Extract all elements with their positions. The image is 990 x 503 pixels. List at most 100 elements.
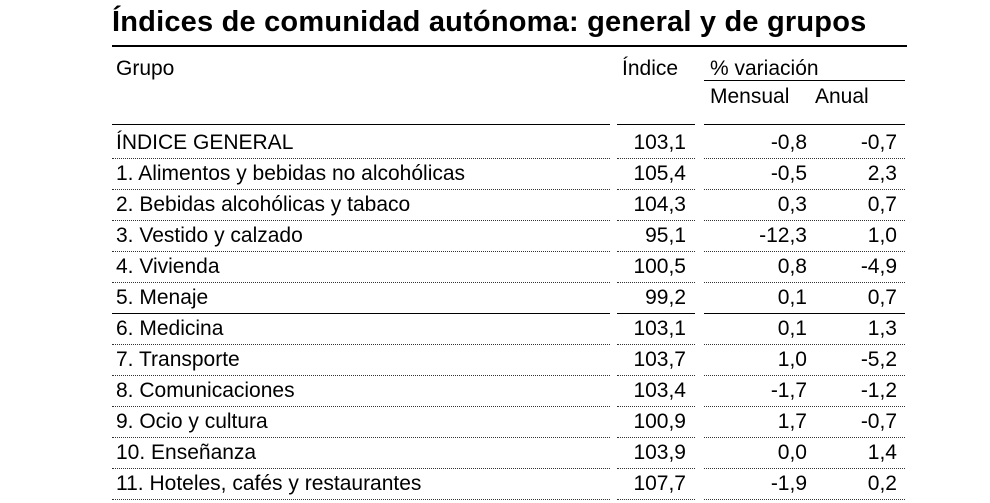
row-monthly: 1,0 (777, 348, 807, 371)
row-separator (617, 468, 695, 469)
row-monthly: -1,7 (770, 379, 807, 402)
row-monthly: -0,8 (770, 131, 807, 154)
row-annual: -0,7 (860, 410, 897, 433)
row-annual: -1,2 (860, 379, 897, 402)
row-index: 95,1 (645, 224, 686, 247)
row-monthly: 0,3 (777, 193, 807, 216)
row-separator (112, 189, 610, 190)
header-monthly: Mensual (710, 85, 790, 108)
row-annual: 1,0 (867, 224, 897, 247)
table-row: 9. Ocio y cultura 100,9 1,7 -0,7 (0, 410, 990, 441)
header-rule-group (112, 124, 610, 125)
row-index: 103,1 (633, 131, 686, 154)
row-name: 3. Vestido y calzado (116, 224, 303, 247)
row-index: 104,3 (633, 193, 686, 216)
table-row: 1. Alimentos y bebidas no alcohólicas 105… (0, 162, 990, 193)
row-annual: 2,3 (867, 162, 897, 185)
title-underline (112, 45, 907, 47)
row-monthly: -1,9 (770, 472, 807, 495)
header-rule-index (617, 124, 695, 125)
row-separator (704, 344, 905, 345)
row-monthly: 0,1 (777, 286, 807, 309)
row-separator (704, 375, 905, 376)
row-name: 7. Transporte (116, 348, 240, 371)
row-annual: 1,3 (867, 317, 897, 340)
row-name: 11. Hoteles, cafés y restaurantes (116, 472, 422, 495)
header-group: Grupo (116, 57, 175, 80)
table-row: 2. Bebidas alcohólicas y tabaco 104,3 0,3 0… (0, 193, 990, 224)
row-index: 100,5 (633, 255, 686, 278)
row-separator (112, 344, 610, 345)
row-monthly: -12,3 (759, 224, 807, 247)
row-name: 1. Alimentos y bebidas no alcohólicas (116, 162, 466, 185)
row-separator (617, 499, 695, 500)
row-separator (617, 282, 695, 283)
row-index: 100,9 (633, 410, 686, 433)
table-row: 11. Hoteles, cafés y restaurantes 107,7 -1… (0, 472, 990, 503)
row-monthly: -0,5 (770, 162, 807, 185)
row-name: 5. Menaje (116, 286, 209, 309)
group-separator (704, 313, 905, 314)
row-separator (617, 189, 695, 190)
row-separator (704, 499, 905, 500)
row-separator (112, 375, 610, 376)
row-index: 103,9 (633, 441, 686, 464)
row-annual: 0,2 (867, 472, 897, 495)
row-separator (704, 251, 905, 252)
row-index: 105,4 (633, 162, 686, 185)
row-index: 99,2 (645, 286, 686, 309)
table-title: Índices de comunidad autónoma: general y… (112, 6, 867, 38)
row-annual: -0,7 (860, 131, 897, 154)
row-separator (617, 375, 695, 376)
row-separator (704, 189, 905, 190)
row-index: 103,7 (633, 348, 686, 371)
row-separator (112, 220, 610, 221)
row-name: 6. Medicina (116, 317, 224, 340)
row-separator (704, 282, 905, 283)
row-separator (112, 499, 610, 500)
row-monthly: 0,1 (777, 317, 807, 340)
row-annual: 0,7 (867, 286, 897, 309)
row-separator (112, 251, 610, 252)
row-separator (112, 468, 610, 469)
row-separator (112, 406, 610, 407)
row-separator (112, 282, 610, 283)
row-name: 8. Comunicaciones (116, 379, 295, 402)
table-row: 5. Menaje 99,2 0,1 0,7 (0, 286, 990, 317)
group-separator (112, 313, 610, 314)
table-row: 4. Vivienda 100,5 0,8 -4,9 (0, 255, 990, 286)
table-row: 7. Transporte 103,7 1,0 -5,2 (0, 348, 990, 379)
row-annual: 1,4 (867, 441, 897, 464)
row-separator (617, 158, 695, 159)
row-separator (617, 251, 695, 252)
row-separator (617, 406, 695, 407)
table-row: ÍNDICE GENERAL 103,1 -0,8 -0,7 (0, 131, 990, 162)
row-annual: -4,9 (860, 255, 897, 278)
row-separator (617, 344, 695, 345)
group-separator (617, 313, 695, 314)
row-index: 107,7 (633, 472, 686, 495)
row-annual: 0,7 (867, 193, 897, 216)
row-separator (704, 158, 905, 159)
header-index: Índice (622, 57, 679, 80)
row-monthly: 0,8 (777, 255, 807, 278)
row-index: 103,4 (633, 379, 686, 402)
row-annual: -5,2 (860, 348, 897, 371)
row-name: 2. Bebidas alcohólicas y tabaco (116, 193, 411, 216)
row-separator (112, 437, 610, 438)
row-monthly: 0,0 (777, 441, 807, 464)
row-name: 4. Vivienda (116, 255, 220, 278)
variation-underline (704, 80, 905, 81)
row-name: 10. Enseñanza (116, 441, 257, 464)
row-monthly: 1,7 (777, 410, 807, 433)
row-separator (704, 220, 905, 221)
row-separator (704, 468, 905, 469)
row-separator (704, 437, 905, 438)
row-separator (617, 437, 695, 438)
row-separator (112, 158, 610, 159)
header-rule-variation (704, 124, 905, 125)
row-name: 9. Ocio y cultura (116, 410, 268, 433)
table-row: 3. Vestido y calzado 95,1 -12,3 1,0 (0, 224, 990, 255)
header-variation: % variación (710, 57, 819, 80)
row-name: ÍNDICE GENERAL (116, 131, 294, 154)
